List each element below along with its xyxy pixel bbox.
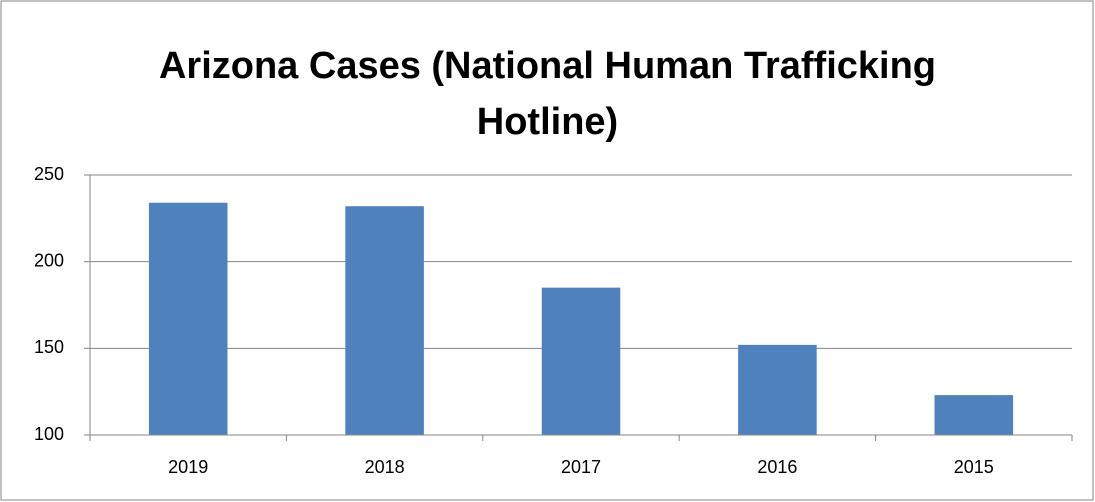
bar <box>934 395 1014 435</box>
x-tick-label: 2015 <box>954 457 994 477</box>
y-tick-label: 150 <box>34 337 64 357</box>
bar <box>148 202 228 435</box>
x-tick-label: 2017 <box>561 457 601 477</box>
x-tick-label: 2019 <box>168 457 208 477</box>
bar <box>345 206 424 435</box>
y-tick-label: 250 <box>34 164 64 184</box>
bar <box>541 287 621 435</box>
y-tick-label: 100 <box>34 424 64 444</box>
y-tick-label: 200 <box>34 250 64 270</box>
chart-title: Arizona Cases (National Human Traffickin… <box>158 45 937 143</box>
x-tick-label: 2018 <box>365 457 405 477</box>
bar <box>738 344 817 435</box>
x-tick-label: 2016 <box>757 457 797 477</box>
